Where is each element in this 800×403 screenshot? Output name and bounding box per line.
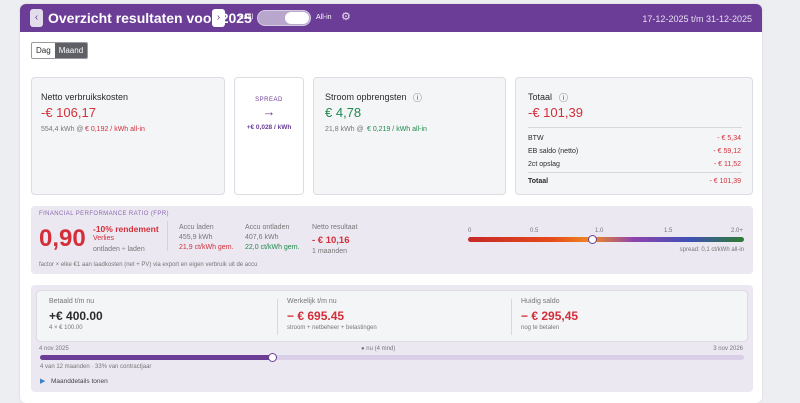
now-marker-label: ● nu (4 mnd) (361, 346, 396, 352)
spread-value: +€ 0,028 / kWh (246, 124, 292, 131)
fpr-heading: FINANCIAL PERFORMANCE RATIO (FPR) (39, 211, 169, 217)
total-row-value: - € 101,39 (709, 178, 741, 185)
scale-tick-20: 2.0+ (731, 228, 743, 234)
net-result-months: 1 maanden (312, 248, 348, 255)
divider (167, 221, 168, 251)
scale-tick-0: 0 (468, 228, 472, 234)
tab-month[interactable]: Maand (54, 43, 88, 58)
vat-value: - € 5,34 (717, 135, 741, 142)
battery-charge-kwh: 455,9 kWh (179, 234, 213, 241)
net-usage-cost-card: Netto verbruikskosten -€ 106,17 554,4 kW… (31, 77, 225, 195)
spread-note: spread: 0,1 ct/kWh all-in (679, 247, 744, 253)
contract-progress-track (40, 355, 744, 360)
paid-sub: 4 × € 100.00 (49, 325, 83, 331)
power-revenue-card: Stroom opbrengsten ⓘ € 4,78 21,8 kWh @ €… (313, 77, 506, 195)
net-usage-rate: € 0,192 / kWh all-in (85, 126, 145, 133)
divider (528, 127, 742, 128)
fpr-formula: ontladen ÷ laden (93, 246, 145, 253)
fpr-marker (587, 235, 597, 244)
total-row-label: Totaal (528, 178, 549, 185)
contract-end-date: 3 nov 2026 (713, 346, 743, 352)
total-label: Totaal (528, 92, 553, 102)
previous-period-button[interactable]: ‹ (30, 9, 43, 27)
contract-start-date: 4 nov 2025 (39, 346, 69, 352)
payments-section: Betaald t/m nu +€ 400.00 4 × € 100.00 We… (31, 285, 753, 392)
balance-sub: nog te betalen (521, 325, 560, 331)
total-card: Totaal ⓘ -€ 101,39 BTW - € 5,34 EB saldo… (515, 77, 753, 195)
fpr-return: -10% rendement (93, 224, 159, 234)
fpr-gradient-bar (468, 237, 744, 242)
view-switch: Dag Maand (31, 42, 89, 59)
energy-tax-value: - € 59,12 (713, 148, 741, 155)
toggle-label-kaal: Kaal (239, 14, 254, 21)
surcharge-value: - € 11,52 (713, 161, 741, 168)
net-result-label: Netto resultaat (312, 224, 358, 231)
scale-tick-05: 0.5 (530, 228, 539, 234)
info-icon[interactable]: ⓘ (413, 93, 423, 103)
scale-tick-15: 1.5 (664, 228, 673, 234)
next-period-button[interactable]: › (212, 9, 225, 27)
power-revenue-label: Stroom opbrengsten (325, 92, 407, 102)
actual-value: − € 695.45 (287, 309, 345, 323)
power-revenue-kwh: 21,8 kWh @ (325, 126, 364, 133)
page-title: Overzicht resultaten voor 2025 (48, 10, 252, 26)
battery-charge-label: Accu laden (179, 224, 214, 231)
spread-card: SPREAD → +€ 0,028 / kWh (234, 77, 304, 195)
battery-discharge-kwh: 407,6 kWh (245, 234, 279, 241)
results-panel: ‹ Overzicht resultaten voor 2025 › Kaal … (20, 4, 762, 403)
divider (511, 299, 512, 335)
info-icon[interactable]: ⓘ (559, 93, 569, 103)
date-range: 17-12-2025 t/m 31-12-2025 (642, 14, 752, 24)
fpr-footnote: factor × elke €1 aan laadkosten (net + P… (39, 262, 258, 268)
power-revenue-rate: € 0,219 / kWh all-in (367, 126, 427, 133)
fpr-section: FINANCIAL PERFORMANCE RATIO (FPR) 0,90 -… (31, 206, 753, 274)
fpr-ratio: 0,90 (39, 225, 86, 252)
actual-sub: stroom + netbeheer + belastingen (287, 325, 377, 331)
contract-progress-marker (267, 353, 277, 362)
net-result-value: - € 10,16 (312, 235, 350, 246)
paid-value: +€ 400.00 (49, 309, 103, 323)
fpr-loss-label: Verlies (93, 235, 115, 242)
divider (277, 299, 278, 335)
vat-label: BTW (528, 135, 544, 142)
net-usage-cost-value: -€ 106,17 (41, 105, 96, 120)
payments-summary: Betaald t/m nu +€ 400.00 4 × € 100.00 We… (36, 290, 748, 342)
net-usage-kwh: 554,4 kWh @ (41, 126, 84, 133)
toggle-label-allin: All-in (316, 14, 332, 21)
total-value: -€ 101,39 (528, 105, 583, 120)
actual-label: Werkelijk t/m nu (287, 298, 337, 305)
power-revenue-value: € 4,78 (325, 105, 362, 120)
balance-label: Huidig saldo (521, 298, 560, 305)
energy-tax-label: EB saldo (netto) (528, 148, 579, 155)
play-icon[interactable]: ▶ (40, 378, 46, 385)
tab-day[interactable]: Dag (36, 46, 51, 55)
scale-tick-10: 1.0 (595, 228, 604, 234)
battery-discharge-label: Accu ontladen (245, 224, 290, 231)
header-bar: ‹ Overzicht resultaten voor 2025 › Kaal … (20, 4, 762, 32)
battery-discharge-price: 22,0 ct/kWh gem. (245, 244, 300, 251)
kaal-allin-toggle[interactable] (257, 10, 311, 26)
spread-label: SPREAD (255, 97, 283, 103)
contract-progress-text: 4 van 12 maanden · 33% van contractjaar (40, 364, 152, 370)
toggle-knob (285, 12, 309, 24)
show-month-details-toggle[interactable]: Maanddetails tonen (51, 378, 108, 385)
divider (528, 172, 742, 173)
gear-icon[interactable]: ⚙ (341, 11, 351, 23)
balance-value: − € 295,45 (521, 309, 579, 323)
paid-label: Betaald t/m nu (49, 298, 95, 305)
contract-progress-fill (40, 355, 273, 360)
net-usage-cost-label: Netto verbruikskosten (41, 92, 129, 102)
arrow-right-icon: → (262, 104, 276, 119)
surcharge-label: 2ct opslag (528, 161, 560, 168)
battery-charge-price: 21,9 ct/kWh gem. (179, 244, 234, 251)
